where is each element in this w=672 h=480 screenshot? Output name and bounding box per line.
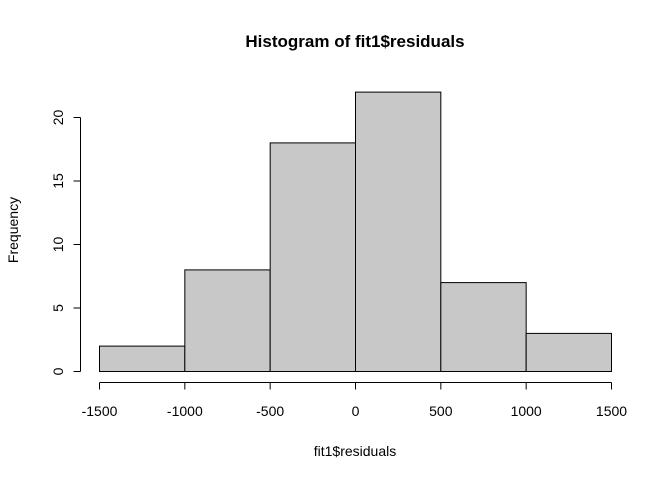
histogram-bar-4 xyxy=(440,282,527,373)
x-tick-label-0: -1500 xyxy=(82,403,118,419)
x-tick-label-5: 1000 xyxy=(511,403,542,419)
chart-title: Histogram of fit1$residuals xyxy=(245,32,464,51)
x-tick-label-1: -1000 xyxy=(167,403,203,419)
y-tick-label-2: 10 xyxy=(50,237,66,253)
y-tick-label-4: 20 xyxy=(50,110,66,126)
y-axis: 0 5 10 15 20 xyxy=(50,110,81,375)
x-tick-label-6: 1500 xyxy=(596,403,627,419)
x-tick-label-3: 0 xyxy=(352,403,360,419)
histogram-bar-5 xyxy=(525,332,613,372)
y-axis-label: Frequency xyxy=(5,197,21,263)
y-tick-label-3: 15 xyxy=(50,173,66,189)
bars xyxy=(99,91,613,373)
x-tick-label-2: -500 xyxy=(256,403,284,419)
x-axis-label: fit1$residuals xyxy=(314,443,397,459)
histogram-bar-0 xyxy=(99,345,186,373)
histogram-bar-3 xyxy=(355,91,442,372)
histogram-bar-2 xyxy=(269,142,356,372)
x-axis: -1500 -1000 -500 0 500 1000 1500 xyxy=(82,382,627,419)
y-tick-label-1: 5 xyxy=(50,304,66,312)
histogram-bar-1 xyxy=(184,269,271,372)
y-tick-label-0: 0 xyxy=(50,367,66,375)
x-tick-label-4: 500 xyxy=(429,403,453,419)
